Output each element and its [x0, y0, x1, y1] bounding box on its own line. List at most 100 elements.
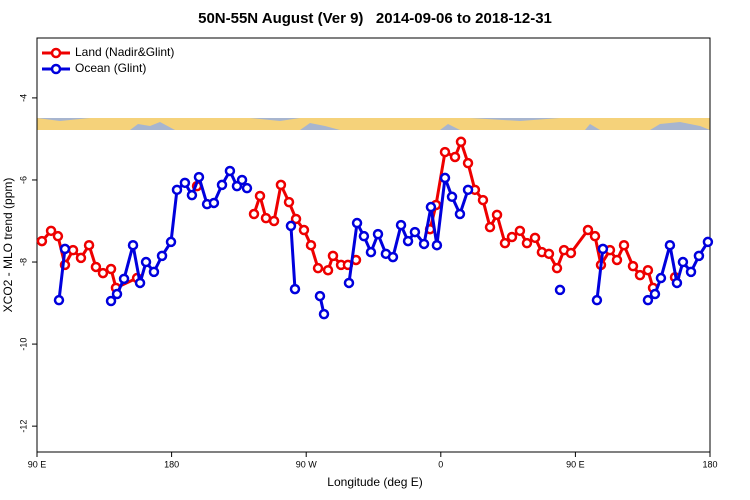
data-point	[449, 151, 461, 163]
data-point	[148, 266, 160, 278]
data-point	[455, 136, 467, 148]
data-point	[582, 224, 594, 236]
data-point	[649, 288, 661, 300]
data-point	[52, 230, 64, 242]
y-tick-label: -12	[18, 420, 28, 433]
data-point	[611, 254, 623, 266]
data-point	[224, 165, 236, 177]
data-point	[372, 228, 384, 240]
data-point	[462, 184, 474, 196]
x-tick-label: 90 E	[566, 459, 585, 469]
data-point	[454, 208, 466, 220]
data-point	[343, 277, 355, 289]
x-tick-label: 90 E	[28, 459, 47, 469]
data-point	[551, 262, 563, 274]
data-point	[216, 179, 228, 191]
data-point	[111, 288, 123, 300]
data-point	[53, 294, 65, 306]
legend-label: Ocean (Glint)	[75, 61, 146, 75]
x-tick-label: 0	[438, 459, 443, 469]
x-tick-label: 180	[702, 459, 717, 469]
data-point	[664, 239, 676, 251]
data-point	[314, 290, 326, 302]
data-point	[290, 213, 302, 225]
data-point	[140, 256, 152, 268]
data-point	[283, 196, 295, 208]
data-point	[439, 146, 451, 158]
x-tick-label: 90 W	[296, 459, 318, 469]
data-point	[543, 248, 555, 260]
data-point	[685, 266, 697, 278]
data-point	[521, 237, 533, 249]
data-point	[418, 238, 430, 250]
data-point	[693, 250, 705, 262]
data-point	[327, 250, 339, 262]
x-axis-title: Longitude (deg E)	[327, 475, 422, 489]
data-point	[402, 235, 414, 247]
data-point	[312, 262, 324, 274]
y-tick-label: -6	[18, 176, 28, 184]
data-point	[506, 231, 518, 243]
data-point	[165, 236, 177, 248]
data-point	[156, 250, 168, 262]
data-point	[439, 172, 451, 184]
y-tick-label: -4	[18, 94, 28, 102]
data-point	[565, 247, 577, 259]
data-point	[318, 308, 330, 320]
data-point	[83, 239, 95, 251]
data-point	[268, 215, 280, 227]
data-point	[260, 212, 272, 224]
y-axis-title: XCO2 - MLO trend (ppm)	[1, 178, 15, 313]
data-point	[655, 272, 667, 284]
data-point	[171, 184, 183, 196]
data-point	[514, 225, 526, 237]
data-point	[589, 230, 601, 242]
data-point	[627, 260, 639, 272]
data-point	[431, 239, 443, 251]
data-point	[241, 182, 253, 194]
data-point	[36, 235, 48, 247]
data-point	[248, 208, 260, 220]
data-point	[134, 277, 146, 289]
data-point	[298, 224, 310, 236]
data-point	[395, 219, 407, 231]
data-point	[446, 191, 458, 203]
data-point	[75, 252, 87, 264]
data-point	[702, 236, 714, 248]
data-point	[491, 209, 503, 221]
data-point	[254, 190, 266, 202]
data-point	[127, 239, 139, 251]
data-point	[289, 283, 301, 295]
data-point	[529, 232, 541, 244]
data-point	[677, 256, 689, 268]
data-point	[236, 174, 248, 186]
chart-title: 50N-55N August (Ver 9) 2014-09-06 to 201…	[198, 10, 552, 27]
data-point	[477, 194, 489, 206]
data-point	[45, 225, 57, 237]
data-point	[634, 269, 646, 281]
data-point	[351, 217, 363, 229]
data-point	[186, 189, 198, 201]
data-point	[618, 239, 630, 251]
data-point	[499, 237, 511, 249]
data-point	[462, 157, 474, 169]
y-tick-label: -8	[18, 258, 28, 266]
data-point	[642, 264, 654, 276]
data-point	[193, 171, 205, 183]
data-point	[591, 294, 603, 306]
data-point	[90, 261, 102, 273]
data-point	[554, 284, 566, 296]
data-point	[118, 273, 130, 285]
y-tick-label: -10	[18, 338, 28, 351]
data-point	[305, 239, 317, 251]
data-point	[285, 220, 297, 232]
x-tick-label: 180	[164, 459, 179, 469]
data-point	[105, 295, 117, 307]
data-point	[275, 179, 287, 191]
data-point	[365, 246, 377, 258]
data-point	[425, 201, 437, 213]
data-point	[597, 243, 609, 255]
data-point	[671, 277, 683, 289]
data-point	[179, 177, 191, 189]
data-point	[322, 264, 334, 276]
